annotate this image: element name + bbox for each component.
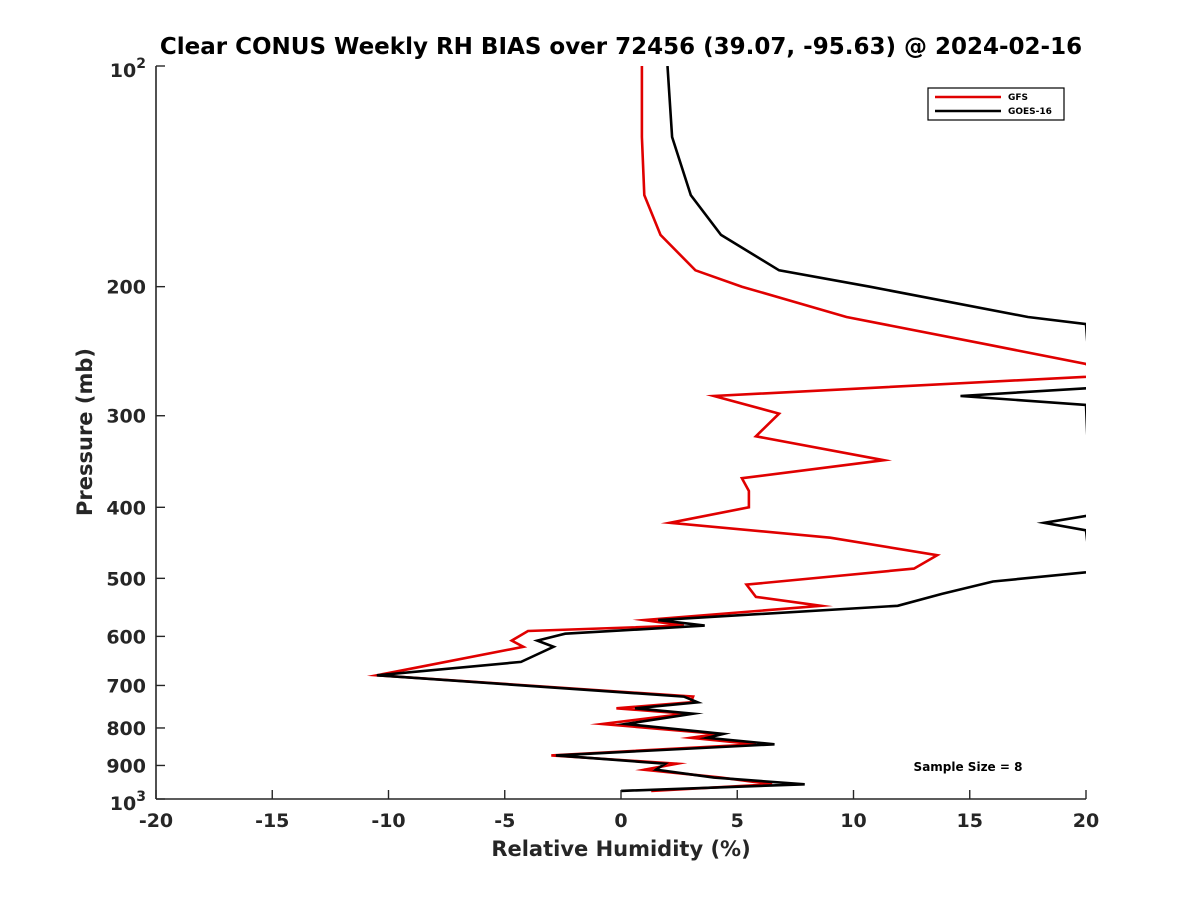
y-tick-label: 600 [106,626,146,648]
y-axis-label: Pressure (mb) [73,348,97,516]
y-tick-label-bottom: 103 [110,789,146,815]
legend-label-goes16: GOES-16 [1008,107,1052,117]
y-tick-label: 300 [106,406,146,428]
x-axis-label: Relative Humidity (%) [491,837,750,861]
x-tick-label: 15 [957,810,983,832]
y-tick-label: 200 [106,277,146,299]
x-tick-label: -5 [494,810,515,832]
y-tick-label: 400 [106,497,146,519]
y-tick-label: 500 [106,568,146,590]
y-tick-label: 700 [106,675,146,697]
x-ticks: -20 -15 -10 -5 0 5 10 15 20 [139,790,1099,832]
series-layer [366,66,1086,793]
sample-size-annotation: Sample Size = 8 [914,760,1023,774]
x-tick-label: -15 [255,810,289,832]
y-tick-label: 900 [106,755,146,777]
y-tick-label-top: 102 [110,56,146,82]
x-tick-label: 5 [731,810,744,832]
legend: GFS GOES-16 [927,87,1065,121]
x-tick-label: -20 [139,810,173,832]
series-line-gfs [366,66,1086,793]
x-tick-label: -10 [371,810,405,832]
chart-title: Clear CONUS Weekly RH BIAS over 72456 (3… [160,34,1082,60]
y-tick-label: 800 [106,718,146,740]
y-ticks: 200 300 400 500 600 700 800 900 [106,65,165,800]
plot-area: -20 -15 -10 -5 0 5 10 15 20 200 300 400 500 600 700 80… [106,65,1099,832]
x-tick-label: 10 [840,810,866,832]
series-line-goes-16 [376,66,1086,793]
legend-box [927,87,1065,121]
x-tick-label: 0 [614,810,627,832]
x-tick-label: 20 [1073,810,1099,832]
legend-label-gfs: GFS [1008,93,1028,103]
